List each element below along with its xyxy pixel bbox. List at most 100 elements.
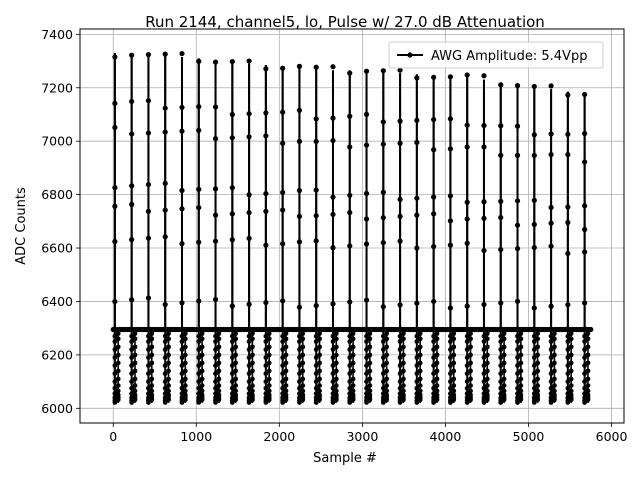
pulse-point	[212, 186, 219, 192]
undershoot-point	[280, 371, 286, 376]
undershoot-point	[115, 397, 121, 403]
pulse-point	[380, 215, 386, 221]
undershoot-point	[367, 388, 373, 394]
pulse-point	[212, 296, 219, 303]
pulse-point	[296, 107, 303, 113]
undershoot-point	[112, 371, 118, 376]
pulse-point	[397, 67, 403, 73]
undershoot-point	[380, 347, 386, 352]
undershoot-point	[384, 352, 390, 358]
pulse-point	[246, 235, 252, 241]
undershoot-point	[246, 379, 252, 384]
undershoot-point	[229, 333, 235, 339]
undershoot-point	[149, 352, 155, 358]
undershoot-point	[250, 360, 255, 366]
undershoot-point	[448, 333, 453, 339]
undershoot-point	[367, 368, 373, 374]
undershoot-point	[565, 333, 571, 339]
pulse-point	[145, 208, 152, 214]
undershoot-point	[434, 388, 440, 394]
pulse-point	[582, 91, 588, 98]
undershoot-point	[484, 368, 490, 374]
undershoot-point	[263, 347, 269, 352]
undershoot-point	[129, 371, 135, 376]
undershoot-point	[380, 339, 386, 344]
pulse-point	[263, 242, 269, 248]
x-tick-label: 3000	[346, 429, 378, 444]
undershoot-point	[464, 371, 470, 376]
x-tick-label: 4000	[430, 429, 462, 444]
undershoot-point	[233, 383, 239, 389]
undershoot-point	[229, 400, 235, 405]
pulse-point	[481, 215, 487, 221]
undershoot-point	[401, 352, 406, 358]
pulse-point	[380, 119, 386, 125]
undershoot-point	[431, 385, 437, 391]
undershoot-point	[501, 388, 507, 394]
undershoot-point	[434, 368, 440, 374]
undershoot-point	[531, 339, 537, 344]
undershoot-point	[535, 344, 541, 350]
undershoot-point	[568, 397, 574, 403]
undershoot-point	[484, 331, 490, 336]
pulse-point	[129, 52, 135, 58]
undershoot-point	[417, 376, 423, 382]
undershoot-point	[464, 355, 470, 360]
pulse-point	[498, 300, 504, 306]
undershoot-point	[263, 363, 269, 368]
pulse-point	[514, 152, 521, 159]
undershoot-point	[582, 363, 588, 368]
undershoot-point	[162, 385, 168, 391]
pulse-point	[196, 186, 202, 192]
pulse-point	[112, 124, 118, 131]
undershoot-point	[246, 355, 252, 360]
undershoot-point	[552, 397, 557, 403]
pulse-point	[514, 222, 521, 228]
undershoot-point	[196, 379, 202, 384]
undershoot-point	[518, 383, 524, 389]
undershoot-point	[531, 355, 537, 360]
pulse-point	[397, 302, 403, 308]
pulse-point	[347, 113, 353, 119]
undershoot-point	[431, 379, 437, 384]
undershoot-point	[196, 339, 202, 344]
undershoot-point	[300, 360, 306, 366]
undershoot-point	[263, 339, 269, 344]
undershoot-point	[246, 347, 252, 352]
undershoot-point	[568, 331, 574, 336]
undershoot-point	[162, 333, 168, 339]
undershoot-point	[313, 339, 319, 344]
pulse-point	[347, 192, 353, 198]
undershoot-point	[166, 383, 171, 389]
undershoot-point	[565, 371, 571, 376]
undershoot-point	[565, 385, 571, 391]
undershoot-point	[464, 400, 470, 405]
undershoot-point	[582, 371, 588, 376]
pulse-point	[531, 197, 537, 203]
undershoot-point	[213, 371, 218, 376]
undershoot-point	[501, 397, 507, 403]
undershoot-point	[162, 355, 168, 360]
undershoot-point	[179, 363, 185, 368]
pulse-point	[196, 58, 202, 64]
undershoot-point	[179, 400, 185, 405]
undershoot-point	[182, 397, 188, 403]
undershoot-point	[149, 331, 155, 336]
undershoot-point	[182, 388, 188, 394]
undershoot-point	[498, 385, 504, 391]
undershoot-point	[535, 360, 541, 366]
undershoot-point	[468, 336, 473, 342]
undershoot-point	[132, 352, 138, 358]
undershoot-point	[182, 336, 188, 342]
undershoot-point	[300, 383, 306, 389]
undershoot-point	[229, 385, 235, 391]
undershoot-point	[162, 379, 168, 384]
undershoot-point	[367, 383, 373, 389]
undershoot-point	[250, 331, 255, 336]
pulse-point	[229, 58, 235, 65]
undershoot-point	[380, 333, 386, 339]
pulse-point	[145, 98, 152, 104]
legend-label: AWG Amplitude: 5.4Vpp	[431, 49, 587, 64]
undershoot-point	[330, 385, 336, 391]
undershoot-point	[481, 363, 487, 368]
